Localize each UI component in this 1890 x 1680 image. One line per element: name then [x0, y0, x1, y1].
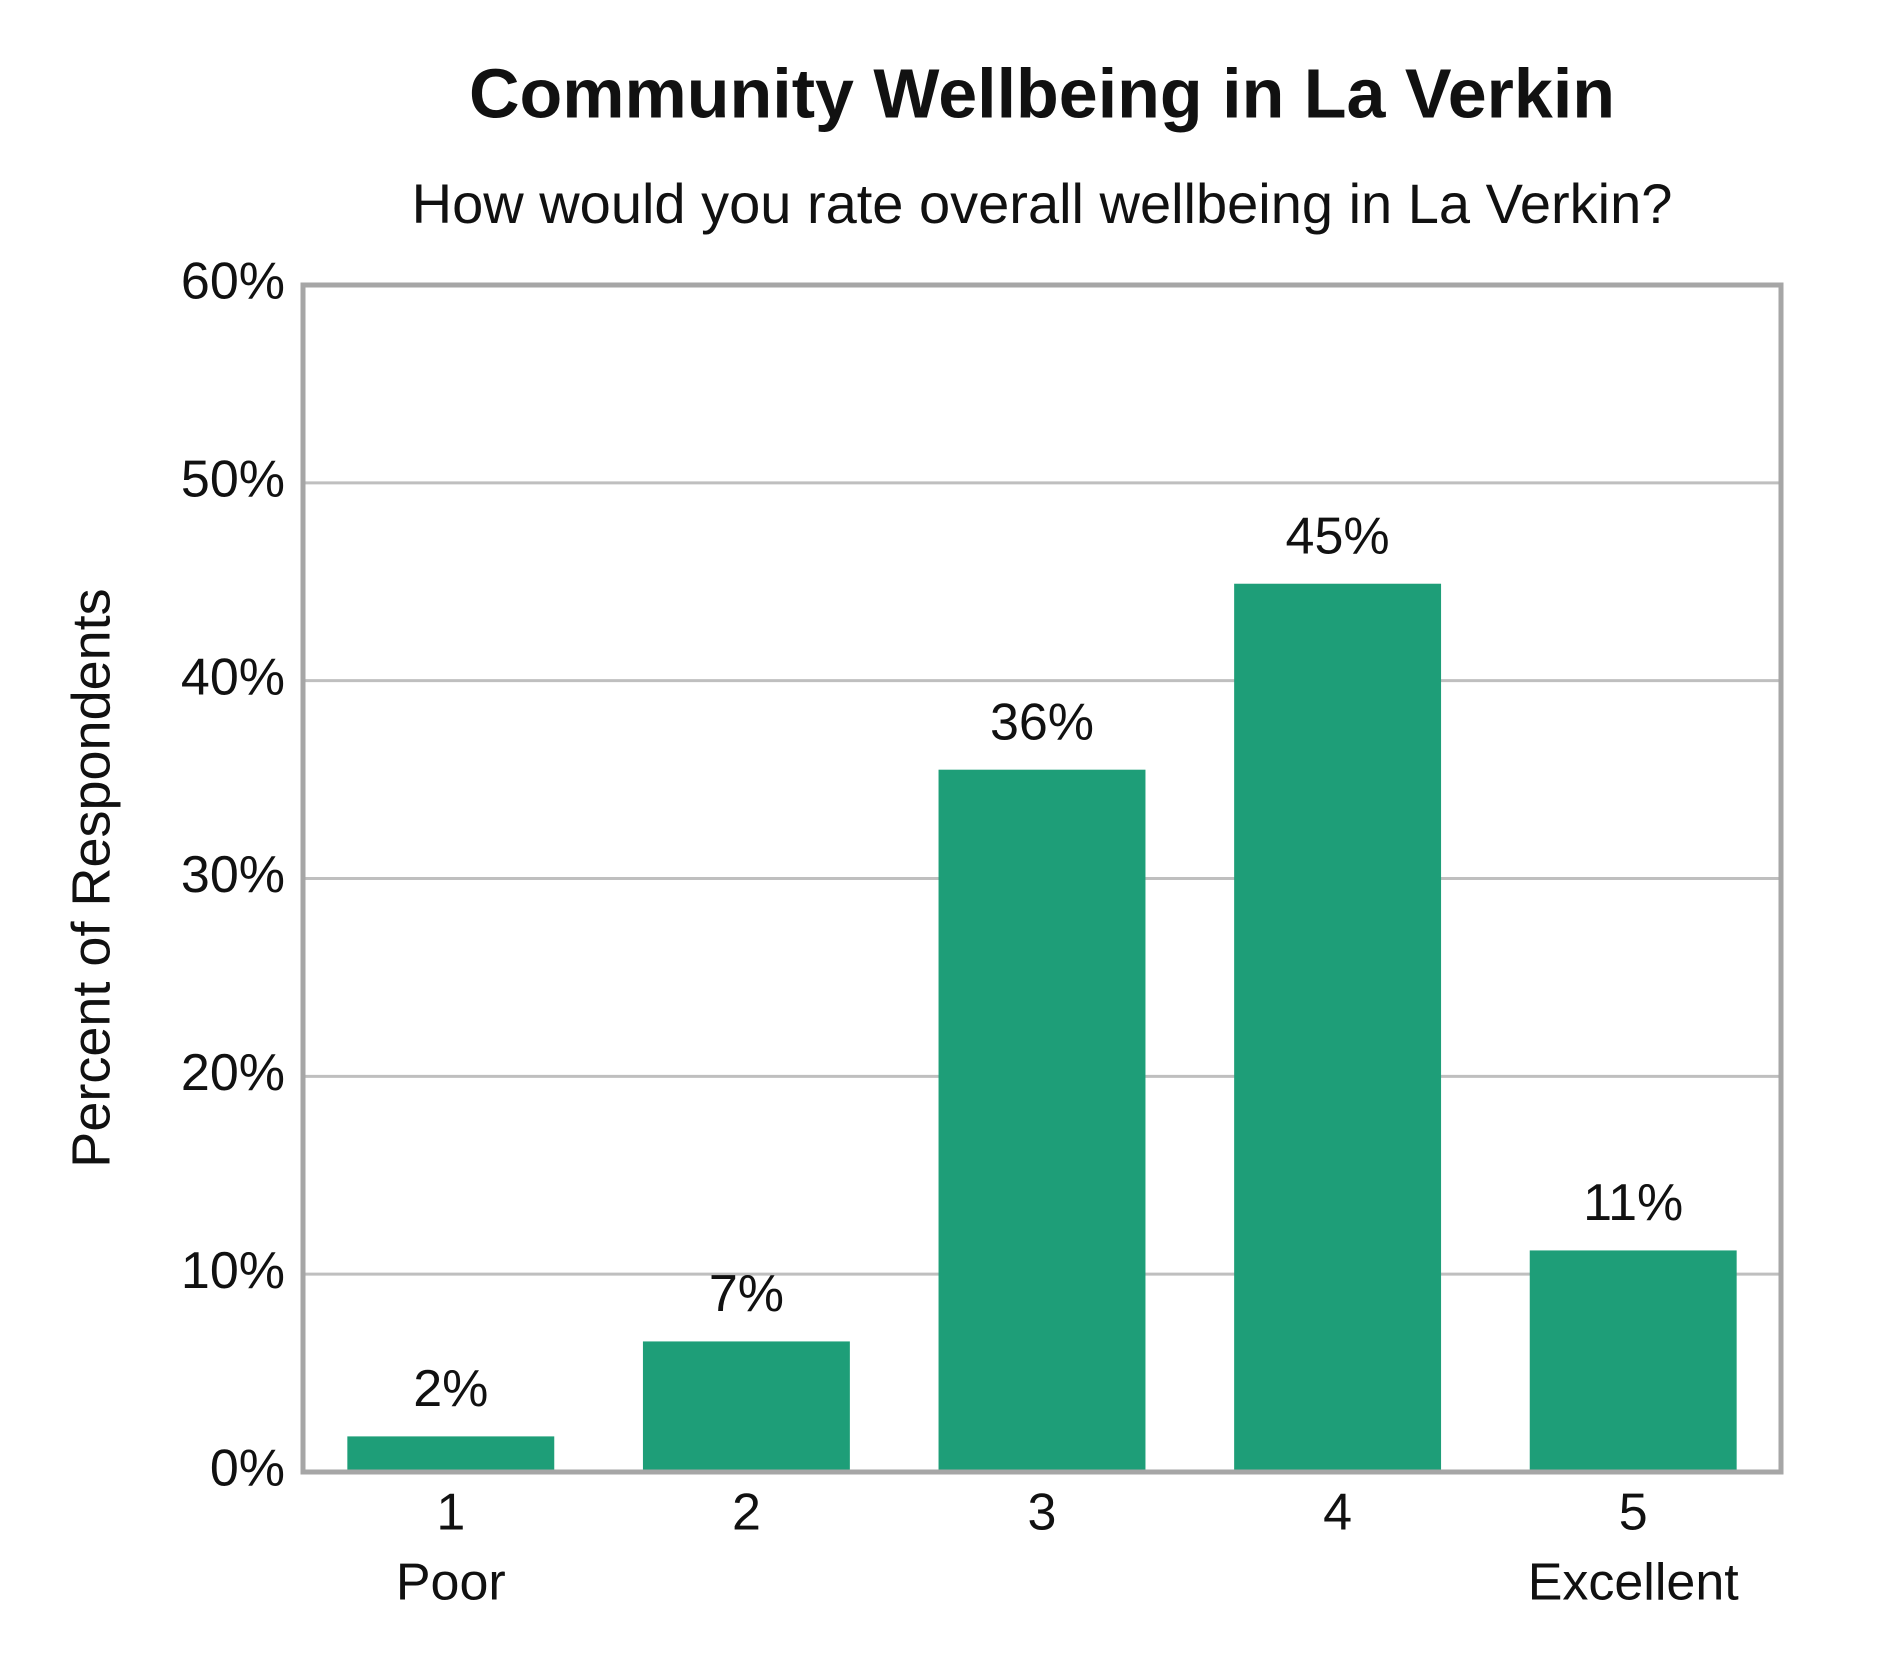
x-tick-sublabel: Excellent [1528, 1554, 1740, 1612]
x-tick-label: 2 [732, 1484, 761, 1542]
bar [642, 1341, 850, 1472]
x-tick-label: 1 [436, 1484, 465, 1542]
chart-subtitle: How would you rate overall wellbeing in … [412, 172, 1673, 235]
y-tick-label: 60% [181, 253, 285, 311]
y-tick-label: 50% [181, 451, 285, 509]
y-tick-label: 10% [181, 1242, 285, 1300]
y-tick-label: 0% [210, 1440, 285, 1498]
x-tick-label: 4 [1323, 1484, 1352, 1542]
plot-frame [300, 282, 1784, 1475]
y-tick-label: 30% [181, 846, 285, 904]
y-tick-label: 20% [181, 1044, 285, 1102]
value-label: 36% [990, 693, 1094, 751]
value-label: 45% [1286, 507, 1390, 565]
value-label: 7% [709, 1265, 784, 1323]
x-tick-label: 5 [1619, 1484, 1648, 1542]
bar [1529, 1250, 1737, 1472]
bar [938, 769, 1146, 1472]
bar [347, 1436, 555, 1472]
value-label: 11% [1583, 1174, 1683, 1232]
value-label: 2% [413, 1360, 488, 1418]
x-tick-label: 3 [1028, 1484, 1057, 1542]
y-tick-label: 40% [181, 648, 285, 706]
bar [1234, 583, 1442, 1472]
y-axis-label: Percent of Respondents [61, 588, 121, 1167]
x-tick-sublabel: Poor [396, 1554, 506, 1612]
chart-title: Community Wellbeing in La Verkin [469, 54, 1615, 132]
